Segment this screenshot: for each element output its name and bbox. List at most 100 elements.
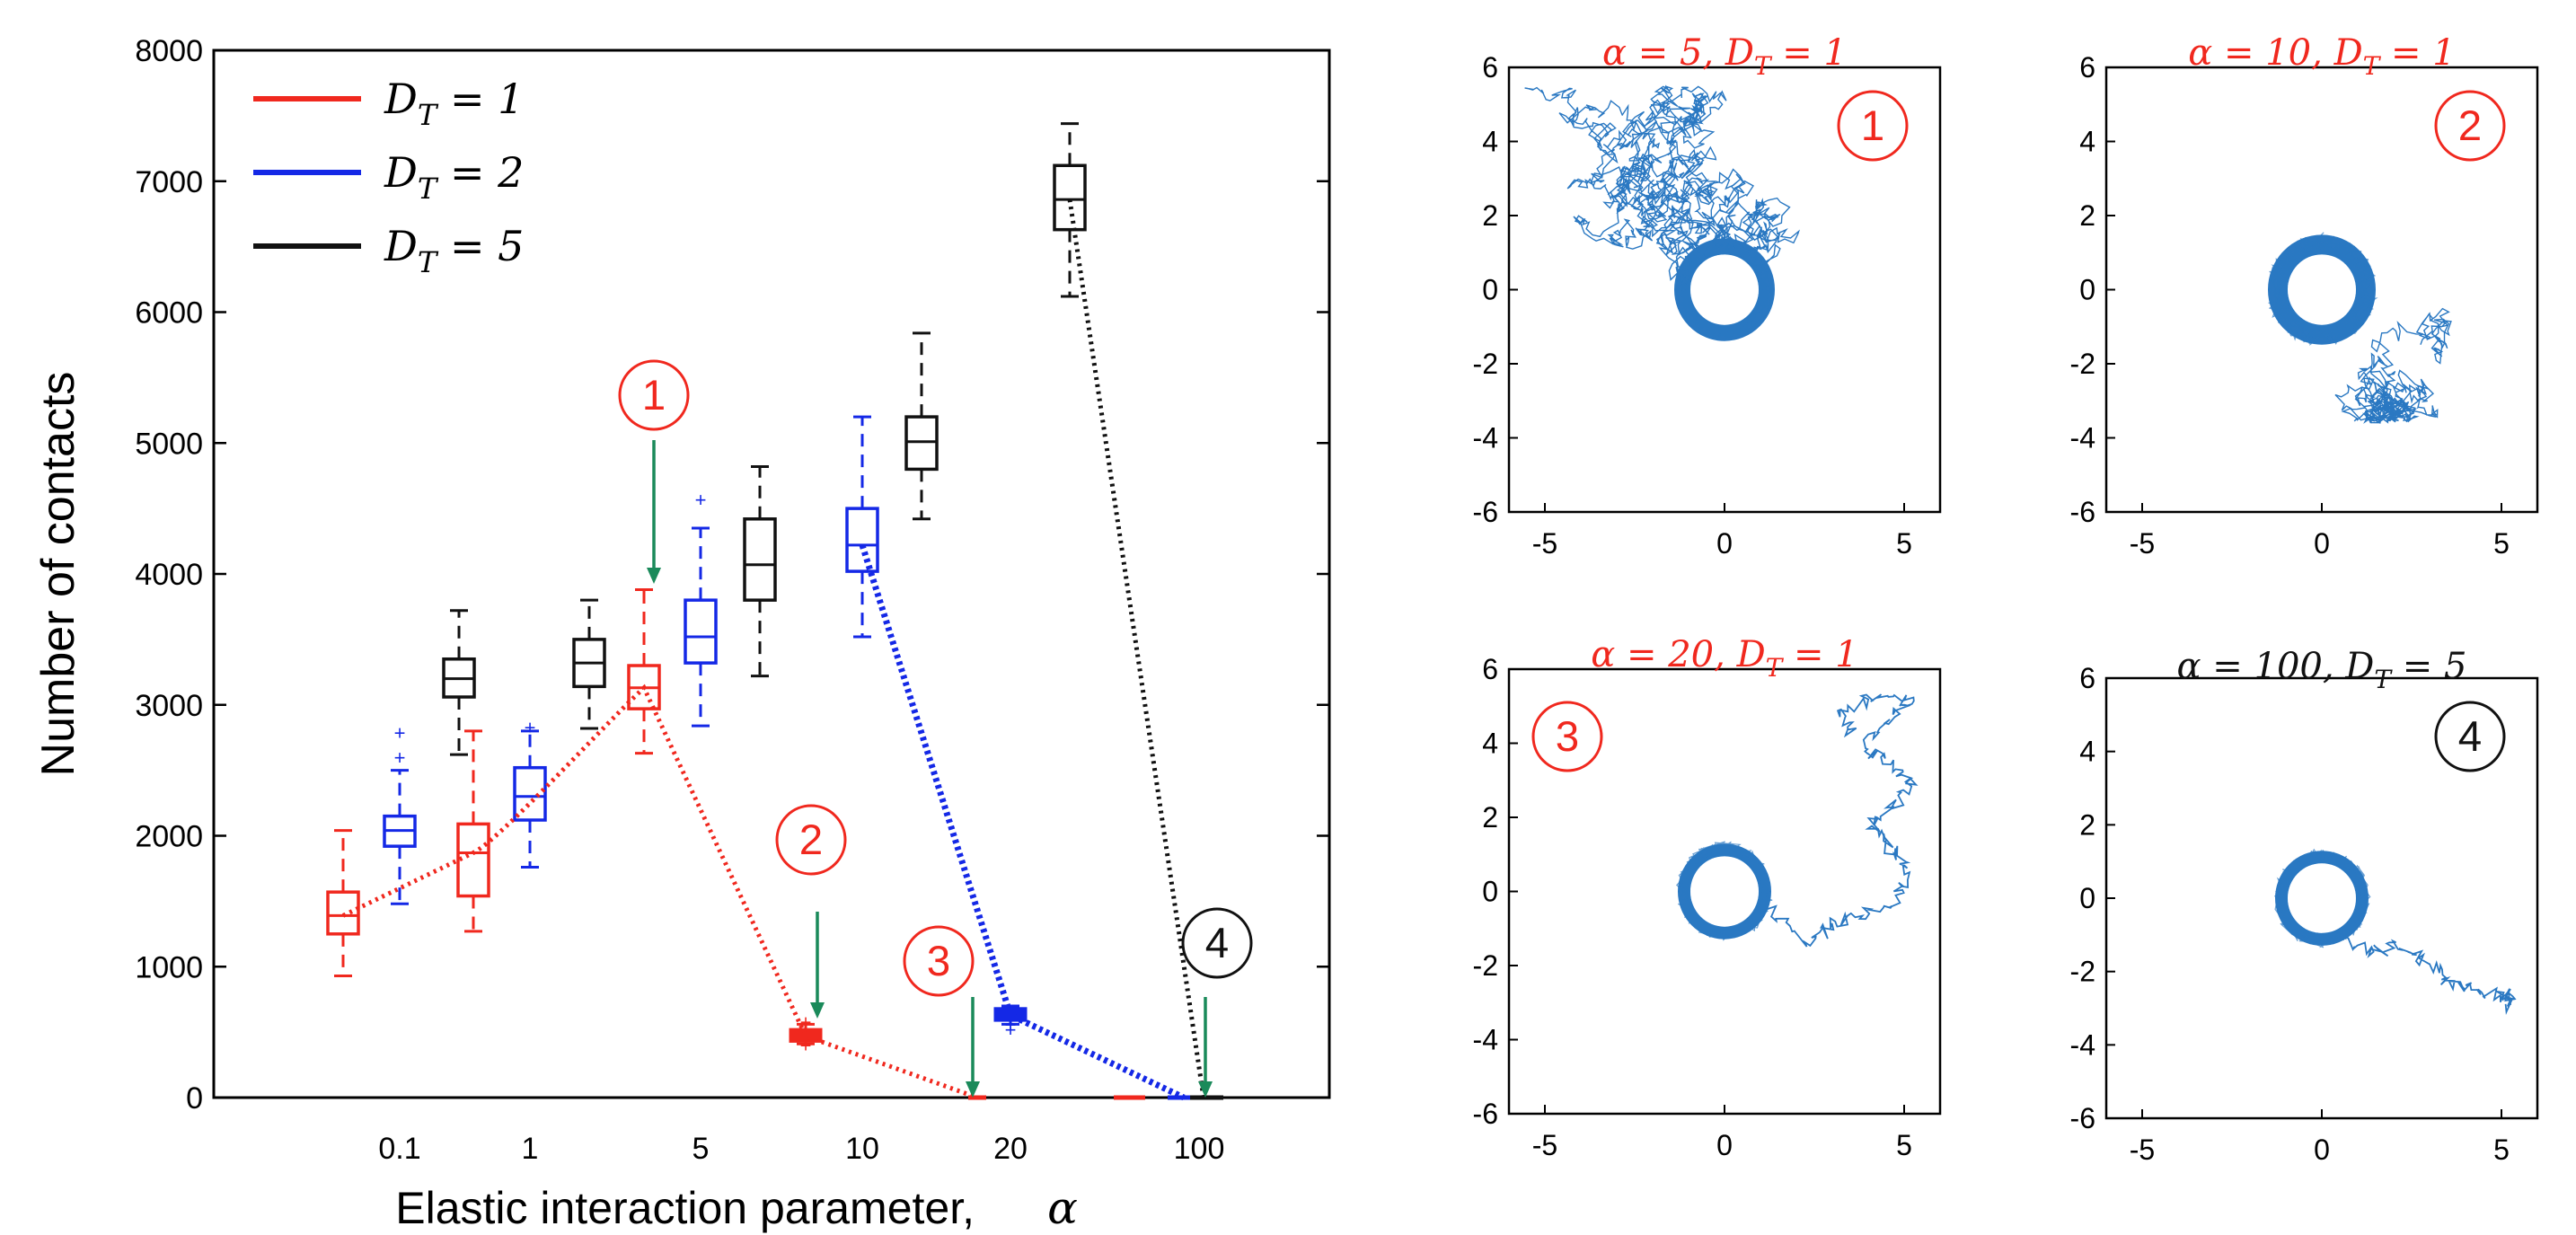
trajectory bbox=[2267, 232, 2452, 424]
panel-x-tick-label: 0 bbox=[1716, 527, 1733, 560]
obstacle bbox=[1690, 856, 1759, 927]
annotation-badge-ring bbox=[618, 359, 690, 431]
obstacle bbox=[2288, 254, 2356, 325]
annotation-badge: 3 bbox=[903, 925, 975, 997]
panel-badge: 3 bbox=[1531, 701, 1603, 772]
panel-title-rest: = 5 bbox=[2391, 646, 2466, 687]
panel-badge: 4 bbox=[2434, 701, 2506, 772]
box: ++ bbox=[789, 1010, 823, 1057]
annotation-badge-label: 2 bbox=[799, 816, 823, 864]
box: ++ bbox=[383, 721, 417, 905]
panel-y-tick-label: 2 bbox=[2079, 808, 2095, 841]
annotation-arrow bbox=[966, 997, 980, 1098]
legend-label-d: D bbox=[384, 222, 418, 270]
box bbox=[627, 587, 661, 755]
outlier-marker: + bbox=[695, 489, 707, 511]
annotation-arrow bbox=[810, 912, 825, 1019]
panel-badge: 2 bbox=[2434, 90, 2506, 162]
y-tick-label: 4000 bbox=[135, 558, 203, 592]
series-dt5 bbox=[442, 122, 1087, 756]
panel-title-rest: = 1 bbox=[1782, 634, 1857, 675]
panel-title-alpha: α = 100, bbox=[2177, 646, 2346, 687]
trajectory-path bbox=[2329, 932, 2517, 1016]
y-tick-label: 7000 bbox=[135, 165, 203, 199]
trend-line-dt5 bbox=[1067, 198, 1206, 1098]
panel-y-tick-label: 0 bbox=[1482, 876, 1498, 908]
legend-label-d: D bbox=[384, 75, 418, 123]
annotation-arrow-head bbox=[966, 1081, 980, 1098]
x-tick-label: 1 bbox=[522, 1132, 539, 1166]
x-tick-label: 20 bbox=[993, 1132, 1028, 1166]
outlier-marker: + bbox=[800, 1035, 812, 1057]
outlier-marker: + bbox=[1005, 1019, 1017, 1041]
y-tick-label: 3000 bbox=[135, 689, 203, 723]
panel-y-tick-label: -4 bbox=[2070, 422, 2095, 454]
panel-x-tick-label: 0 bbox=[2314, 527, 2330, 560]
trend-line-dt1 bbox=[341, 684, 978, 1100]
legend-label-sub: T bbox=[418, 98, 439, 132]
panel-badge-ring bbox=[2434, 90, 2506, 162]
box-body bbox=[326, 890, 360, 936]
outlier-marker: + bbox=[394, 746, 406, 769]
panel-x-tick-label: 5 bbox=[1896, 527, 1912, 560]
legend-label-d: D bbox=[384, 148, 418, 197]
annotation-badge-ring bbox=[1181, 907, 1253, 979]
annotation-badge-ring bbox=[903, 925, 975, 997]
panel-y-tick-label: -6 bbox=[1473, 1098, 1498, 1130]
legend-label: DT = 2 bbox=[384, 148, 524, 206]
panel-y-tick-label: 0 bbox=[2079, 882, 2095, 914]
panel-badge-label: 1 bbox=[1861, 102, 1884, 150]
annotation-badge: 2 bbox=[775, 804, 847, 876]
box bbox=[743, 464, 777, 678]
annotation-badge-label: 4 bbox=[1205, 920, 1229, 967]
box bbox=[456, 729, 490, 933]
x-tick-label: 100 bbox=[1174, 1132, 1225, 1166]
panel-badge-ring bbox=[2434, 701, 2506, 772]
legend: DT = 1DT = 2DT = 5 bbox=[253, 75, 524, 279]
panel-y-tick-label: 0 bbox=[2079, 274, 2095, 306]
panel-title: α = 10, DT = 1 bbox=[2188, 32, 2455, 81]
outlier-marker: + bbox=[800, 1010, 812, 1033]
panel-x-tick-label: -5 bbox=[2130, 1134, 2155, 1166]
box-body bbox=[513, 765, 547, 822]
box-body bbox=[684, 598, 718, 665]
panel-badge-label: 2 bbox=[2458, 102, 2482, 150]
box: + bbox=[684, 489, 718, 728]
box-body bbox=[456, 822, 490, 898]
y-axis-label: Number of contacts bbox=[32, 372, 84, 777]
box-body bbox=[1053, 163, 1087, 232]
y-tick-label: 6000 bbox=[135, 296, 203, 331]
trajectory bbox=[2274, 848, 2517, 1016]
box-body bbox=[845, 507, 879, 573]
panel-y-tick-label: -6 bbox=[1473, 496, 1498, 528]
panel-y-tick-label: -6 bbox=[2070, 1102, 2095, 1134]
panel-title: α = 20, DT = 1 bbox=[1591, 634, 1857, 683]
panel-y-tick-label: 6 bbox=[2079, 51, 2095, 84]
panel-y-tick-label: -4 bbox=[2070, 1028, 2095, 1061]
panel-x-tick-label: -5 bbox=[1532, 527, 1557, 560]
panel-y-tick-label: -2 bbox=[1473, 348, 1498, 380]
trajectory-panel: -6 -4 -2 0 2 4 6 -5 0 5 α = 5, DT = 1 1 bbox=[1473, 32, 1942, 560]
panel-title-sub: T bbox=[2363, 51, 2382, 81]
legend-label-sub: T bbox=[418, 172, 439, 206]
obstacle bbox=[1690, 254, 1759, 325]
panel-y-tick-label: -2 bbox=[2070, 348, 2095, 380]
panel-y-tick-label: -2 bbox=[2070, 956, 2095, 988]
panel-title-rest: = 1 bbox=[1771, 32, 1847, 74]
box-body bbox=[743, 517, 777, 602]
panel-x-tick-label: -5 bbox=[1532, 1129, 1557, 1161]
outlier-marker: + bbox=[525, 717, 536, 739]
annotation-badge-label: 1 bbox=[642, 372, 666, 419]
panel-title-sub: T bbox=[2374, 665, 2393, 694]
legend-label-rest: = 1 bbox=[437, 75, 524, 123]
panel-title: α = 100, DT = 5 bbox=[2177, 646, 2467, 694]
trajectory-path bbox=[1760, 693, 1919, 948]
y-tick-label: 0 bbox=[186, 1081, 203, 1116]
y-tick-label: 1000 bbox=[135, 950, 203, 984]
box: + bbox=[513, 717, 547, 869]
panel-x-tick-label: 5 bbox=[2493, 1134, 2510, 1166]
legend-label: DT = 5 bbox=[384, 222, 524, 279]
panel-title-d: D bbox=[2344, 646, 2374, 687]
